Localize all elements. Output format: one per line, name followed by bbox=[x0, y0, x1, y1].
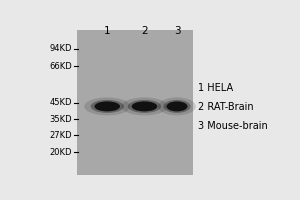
Ellipse shape bbox=[167, 101, 188, 111]
Bar bbox=[77, 30, 193, 175]
Ellipse shape bbox=[128, 100, 161, 113]
Ellipse shape bbox=[91, 100, 124, 113]
Text: 2: 2 bbox=[141, 26, 148, 36]
Ellipse shape bbox=[164, 100, 190, 113]
Text: 35KD: 35KD bbox=[50, 115, 72, 124]
Ellipse shape bbox=[158, 97, 196, 115]
Text: 66KD: 66KD bbox=[50, 62, 72, 71]
Text: 2 RAT-Brain: 2 RAT-Brain bbox=[198, 102, 254, 112]
Ellipse shape bbox=[132, 101, 157, 111]
Ellipse shape bbox=[84, 97, 130, 115]
Text: 20KD: 20KD bbox=[50, 148, 72, 157]
Ellipse shape bbox=[122, 97, 167, 115]
Text: 45KD: 45KD bbox=[50, 98, 72, 107]
Text: 3 Mouse-brain: 3 Mouse-brain bbox=[198, 121, 268, 131]
Ellipse shape bbox=[94, 101, 120, 111]
Text: 94KD: 94KD bbox=[50, 44, 72, 53]
Text: 3: 3 bbox=[174, 26, 180, 36]
Text: 1: 1 bbox=[104, 26, 111, 36]
Bar bbox=[193, 24, 270, 178]
Text: 27KD: 27KD bbox=[50, 131, 72, 140]
Text: 1 HELA: 1 HELA bbox=[198, 83, 233, 93]
